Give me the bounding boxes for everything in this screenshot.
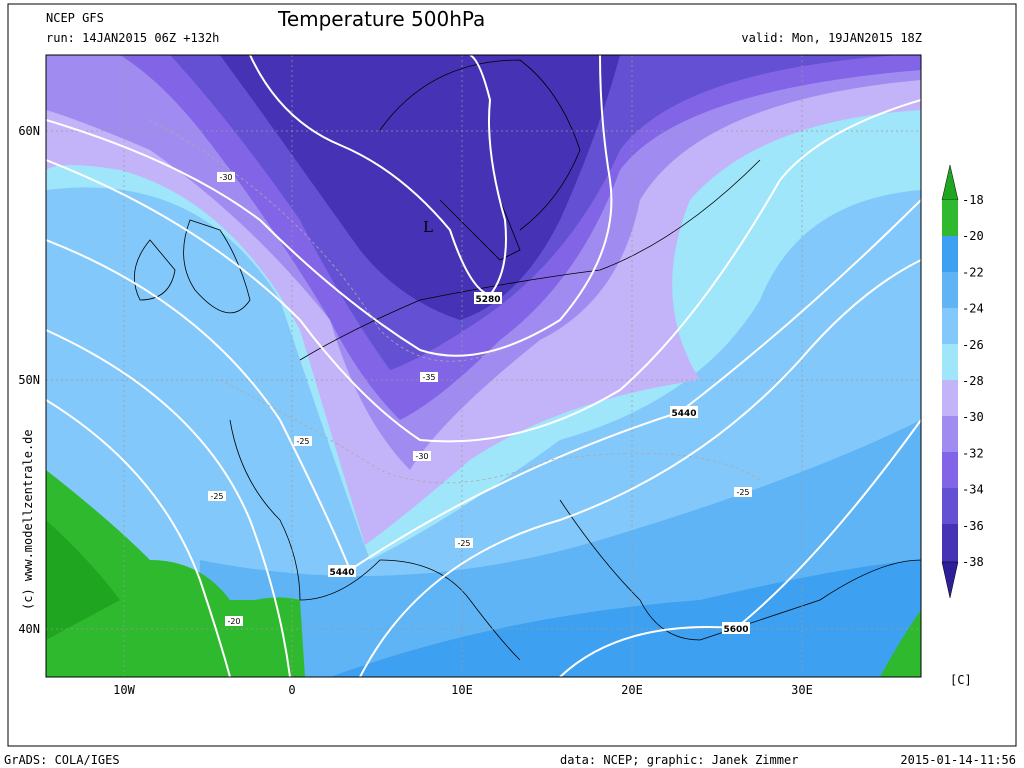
lon-label: 10W: [113, 683, 135, 697]
temp-label-bg: [208, 491, 226, 501]
temperature-label: -25: [457, 539, 470, 548]
lon-label: 30E: [791, 683, 813, 697]
colorbar-label: -20: [962, 229, 984, 243]
colorbar-label: -34: [962, 483, 984, 497]
temperature-label: -35: [422, 373, 435, 382]
temperature-label: -30: [415, 452, 428, 461]
credit: (c) www.modellzentrale.de: [21, 429, 35, 610]
colorbar-label: -28: [962, 374, 984, 388]
run-info: run: 14JAN2015 06Z +132h: [46, 31, 219, 45]
temperature-label: -30: [219, 173, 232, 182]
temp-label-bg: [294, 436, 312, 446]
unit-label: [C]: [950, 673, 972, 687]
colorbar-label: -24: [962, 302, 984, 316]
colorbar-label: -18: [962, 193, 984, 207]
temp-label-bg: [734, 487, 752, 497]
temperature-label: -20: [227, 617, 240, 626]
colorbar-label: -32: [962, 446, 984, 460]
lat-label: 50N: [18, 373, 40, 387]
temp-label-bg: [455, 538, 473, 548]
contour-label-bg: [670, 406, 698, 418]
temp-label-bg: [225, 616, 243, 626]
lat-label: 40N: [18, 622, 40, 636]
footer-timestamp: 2015-01-14-11:56: [900, 753, 1016, 767]
map-title: Temperature 500hPa: [277, 7, 485, 31]
valid-time: valid: Mon, 19JAN2015 18Z: [741, 31, 922, 45]
plot-border: [45, 54, 922, 678]
geopotential-label: 5280: [475, 295, 500, 305]
temperature-field: [46, 55, 921, 677]
colorbar-label: -26: [962, 338, 984, 352]
lon-label: 0: [288, 683, 295, 697]
contour-label-bg: [722, 622, 750, 634]
lat-label: 60N: [18, 124, 40, 138]
lon-label: 20E: [621, 683, 643, 697]
low-marker: L: [423, 218, 433, 236]
colorbar-label: -22: [962, 265, 984, 279]
temp-label-bg: [420, 372, 438, 382]
colorbar-label: -30: [962, 410, 984, 424]
colorbar-label: -38: [962, 555, 984, 569]
geopotential-label: 5440: [329, 568, 354, 578]
temperature-label: -25: [296, 437, 309, 446]
contour-label-bg: [328, 565, 356, 577]
model-name: NCEP GFS: [46, 11, 104, 25]
temp-label-bg: [413, 451, 431, 461]
contour-label-bg: [474, 292, 502, 304]
temperature-label: -25: [210, 492, 223, 501]
lon-label: 10E: [451, 683, 473, 697]
temp-label-bg: [217, 172, 235, 182]
colorbar-label: -36: [962, 519, 984, 533]
geopotential-label: 5440: [671, 409, 696, 419]
map-labels: L 5280 5440 5440 5600 -30 -35 -30 -25 -25 -25 -25 -2…: [208, 172, 752, 635]
temperature-label: -25: [736, 488, 749, 497]
footer-source: data: NCEP; graphic: Janek Zimmer: [560, 753, 798, 767]
geopotential-label: 5600: [723, 625, 748, 635]
footer-software: GrADS: COLA/IGES: [4, 753, 120, 767]
colorbar: [941, 164, 959, 599]
